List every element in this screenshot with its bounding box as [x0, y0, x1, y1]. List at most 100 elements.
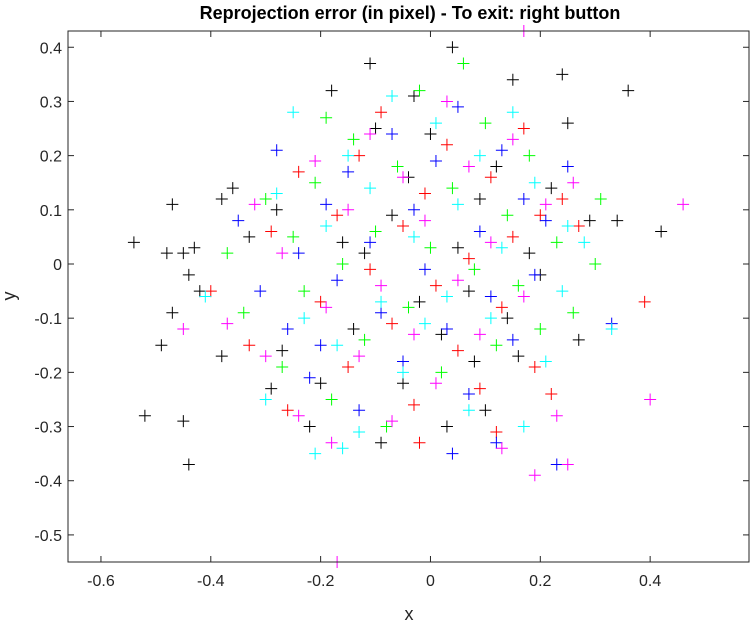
- data-point-series-6: [440, 95, 453, 108]
- data-point-series-1: [215, 192, 228, 205]
- data-point-series-4: [506, 333, 519, 346]
- data-point-series-1: [155, 339, 168, 352]
- data-point-series-3: [589, 257, 602, 270]
- data-point-series-1: [468, 355, 481, 368]
- data-point-series-2: [451, 344, 464, 357]
- data-point-series-2: [418, 187, 431, 200]
- x-tick-label: -0.2: [307, 573, 335, 590]
- x-tick-label: 0.2: [529, 573, 551, 590]
- data-point-series-3: [490, 339, 503, 352]
- y-axis-ticks: -0.5 -0.4 -0.3 -0.2 -0.1 0 0.1 0.2 0.3 0.4: [34, 40, 749, 545]
- data-point-series-1: [364, 57, 377, 70]
- data-point-series-1: [512, 350, 525, 363]
- data-point-series-1: [177, 415, 190, 428]
- data-points: [127, 25, 690, 568]
- data-point-series-2: [364, 263, 377, 276]
- data-point-series-4: [292, 247, 305, 260]
- data-point-series-1: [314, 377, 327, 390]
- y-tick-label: 0.4: [40, 40, 62, 57]
- data-point-series-1: [501, 312, 514, 325]
- data-point-series-5: [270, 187, 283, 200]
- data-point-series-4: [303, 371, 316, 384]
- data-point-series-5: [386, 90, 399, 103]
- data-point-series-6: [221, 317, 234, 330]
- data-point-series-4: [539, 214, 552, 227]
- data-point-series-2: [506, 230, 519, 243]
- data-point-series-4: [446, 447, 459, 460]
- y-tick-label: -0.4: [34, 474, 62, 491]
- plot-area: [68, 31, 749, 562]
- data-point-series-2: [440, 138, 453, 151]
- data-point-series-2: [292, 165, 305, 178]
- data-point-series-6: [364, 127, 377, 140]
- x-tick-label: 0.4: [639, 573, 661, 590]
- data-point-series-4: [561, 160, 574, 173]
- data-point-series-5: [336, 442, 349, 455]
- data-point-series-6: [309, 155, 322, 168]
- data-point-series-6: [495, 442, 508, 455]
- data-point-series-2: [413, 436, 426, 449]
- data-point-series-4: [484, 290, 497, 303]
- data-point-series-5: [528, 176, 541, 189]
- data-point-series-4: [386, 127, 399, 140]
- data-point-series-3: [276, 360, 289, 373]
- data-point-series-2: [342, 360, 355, 373]
- data-point-series-1: [177, 247, 190, 260]
- data-point-series-6: [506, 133, 519, 146]
- data-point-series-1: [462, 285, 475, 298]
- x-axis-label: x: [405, 604, 414, 624]
- data-point-series-2: [528, 360, 541, 373]
- data-point-series-1: [397, 377, 410, 390]
- data-point-series-5: [561, 220, 574, 233]
- data-point-series-6: [353, 350, 366, 363]
- data-point-series-4: [270, 144, 283, 157]
- data-point-series-5: [473, 149, 486, 162]
- data-point-series-1: [473, 192, 486, 205]
- y-tick-label: -0.1: [34, 311, 62, 328]
- axes-frame: [67, 30, 750, 563]
- data-point-series-6: [320, 301, 333, 314]
- data-point-series-1: [182, 268, 195, 281]
- data-point-series-1: [479, 404, 492, 417]
- data-point-series-4: [342, 165, 355, 178]
- data-point-series-6: [473, 328, 486, 341]
- data-point-series-1: [325, 84, 338, 97]
- data-point-series-1: [561, 117, 574, 130]
- data-point-series-2: [495, 301, 508, 314]
- data-point-series-5: [287, 106, 300, 119]
- data-point-series-6: [325, 436, 338, 449]
- data-point-series-6: [644, 393, 657, 406]
- data-point-series-5: [556, 285, 569, 298]
- data-point-series-2: [556, 192, 569, 205]
- x-tick-label: 0: [426, 573, 435, 590]
- data-point-series-5: [364, 182, 377, 195]
- data-point-series-3: [347, 133, 360, 146]
- y-tick-label: 0.1: [40, 203, 62, 220]
- data-point-series-1: [303, 420, 316, 433]
- data-point-series-2: [429, 279, 442, 292]
- data-point-series-5: [517, 420, 530, 433]
- data-point-series-4: [517, 192, 530, 205]
- data-point-series-4: [462, 388, 475, 401]
- data-point-series-3: [298, 285, 311, 298]
- data-point-series-6: [550, 409, 563, 422]
- data-point-series-1: [490, 160, 503, 173]
- data-point-series-1: [270, 203, 283, 216]
- data-point-series-5: [429, 117, 442, 130]
- data-point-series-6: [292, 409, 305, 422]
- data-point-series-6: [561, 458, 574, 471]
- data-point-series-1: [545, 182, 558, 195]
- x-tick-label: -0.6: [87, 573, 115, 590]
- y-tick-label: 0.2: [40, 149, 62, 166]
- data-point-series-5: [353, 425, 366, 438]
- data-point-series-4: [331, 274, 344, 287]
- data-point-series-3: [237, 306, 250, 319]
- data-point-series-6: [517, 290, 530, 303]
- data-point-series-2: [375, 106, 388, 119]
- data-point-series-1: [193, 285, 206, 298]
- data-point-series-3: [457, 57, 470, 70]
- data-point-series-3: [325, 393, 338, 406]
- data-point-series-4: [418, 263, 431, 276]
- data-point-series-6: [539, 198, 552, 211]
- data-point-series-3: [523, 149, 536, 162]
